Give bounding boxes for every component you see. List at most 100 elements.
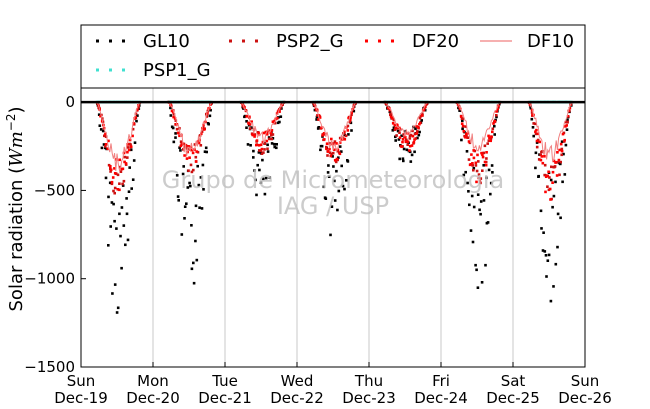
data-point xyxy=(419,114,423,118)
data-point xyxy=(481,153,484,157)
data-point xyxy=(248,115,251,119)
legend-swatch xyxy=(378,39,381,43)
data-point xyxy=(404,140,408,143)
data-point xyxy=(266,143,269,147)
data-point xyxy=(346,129,350,132)
data-point xyxy=(559,160,562,164)
data-point xyxy=(486,142,489,145)
data-point xyxy=(263,192,267,196)
legend-item-PSP1_G: PSP1_G xyxy=(96,60,211,81)
data-point xyxy=(129,145,133,148)
grid-lines xyxy=(152,88,514,367)
data-point xyxy=(413,138,416,141)
data-point xyxy=(247,121,250,125)
data-point xyxy=(123,155,127,159)
data-point xyxy=(205,115,209,118)
data-point xyxy=(559,142,563,146)
data-point xyxy=(543,155,546,158)
data-point xyxy=(551,181,554,184)
data-point xyxy=(186,186,190,189)
data-point xyxy=(411,129,414,133)
data-point xyxy=(555,174,559,177)
data-point xyxy=(99,114,102,118)
data-point xyxy=(530,117,534,121)
data-point xyxy=(199,144,203,147)
data-point xyxy=(341,184,345,188)
legend-swatch xyxy=(96,39,99,43)
data-point xyxy=(185,147,189,150)
data-point xyxy=(349,118,352,122)
data-point xyxy=(394,126,398,130)
legend-label: PSP2_G xyxy=(276,31,344,52)
data-point xyxy=(418,116,422,120)
data-point xyxy=(563,138,566,142)
data-point xyxy=(535,141,539,144)
data-point xyxy=(197,141,201,145)
data-point xyxy=(258,168,261,172)
data-point xyxy=(478,179,482,183)
data-point xyxy=(538,140,541,144)
data-point xyxy=(350,113,353,117)
data-point xyxy=(531,126,535,129)
data-point xyxy=(131,127,135,131)
data-point xyxy=(489,181,493,185)
x-tick-date: Dec-26 xyxy=(558,389,612,407)
data-point xyxy=(415,125,418,128)
data-point xyxy=(129,148,133,152)
data-point xyxy=(343,133,346,137)
data-point xyxy=(402,133,405,136)
data-point xyxy=(189,163,193,167)
data-point xyxy=(243,114,247,118)
data-point xyxy=(177,199,180,202)
data-point xyxy=(480,281,484,284)
data-point xyxy=(190,267,194,271)
data-point xyxy=(325,147,328,151)
data-point xyxy=(497,106,500,109)
data-point xyxy=(346,160,350,163)
data-point xyxy=(561,132,565,136)
data-point xyxy=(482,151,486,155)
data-point xyxy=(245,115,248,118)
data-point xyxy=(265,133,269,136)
data-point xyxy=(132,122,135,125)
data-point xyxy=(104,143,108,146)
data-point xyxy=(116,173,120,177)
data-point xyxy=(187,145,190,148)
legend-swatch xyxy=(122,39,125,43)
data-point xyxy=(107,244,110,247)
data-point xyxy=(460,122,464,125)
data-point xyxy=(259,143,263,147)
data-point xyxy=(132,159,136,162)
data-point xyxy=(269,131,273,135)
y-axis-label-main: Solar radiation ( xyxy=(6,167,27,312)
data-point xyxy=(493,133,496,136)
data-point xyxy=(208,114,212,118)
data-point xyxy=(183,154,186,157)
data-point xyxy=(328,141,331,145)
data-point xyxy=(415,132,419,135)
data-point xyxy=(126,238,130,242)
data-point xyxy=(121,182,124,186)
y-axis-label: Solar radiation (Wm−2) xyxy=(4,106,27,311)
data-point xyxy=(327,175,331,178)
data-point xyxy=(402,147,406,151)
data-point xyxy=(417,133,421,137)
data-point xyxy=(398,131,401,134)
data-point xyxy=(172,113,176,116)
data-point xyxy=(103,134,106,138)
data-point xyxy=(201,163,205,167)
data-point xyxy=(551,205,554,209)
data-point xyxy=(466,181,469,185)
data-point xyxy=(474,164,478,167)
data-point xyxy=(338,152,342,156)
data-point xyxy=(109,168,113,172)
data-point xyxy=(333,199,337,202)
data-point xyxy=(136,114,139,117)
data-point xyxy=(263,148,266,151)
data-point xyxy=(419,121,422,125)
data-point xyxy=(321,134,324,137)
data-point xyxy=(119,234,122,238)
data-point xyxy=(185,202,188,205)
data-point xyxy=(467,140,471,143)
data-point xyxy=(471,240,475,244)
